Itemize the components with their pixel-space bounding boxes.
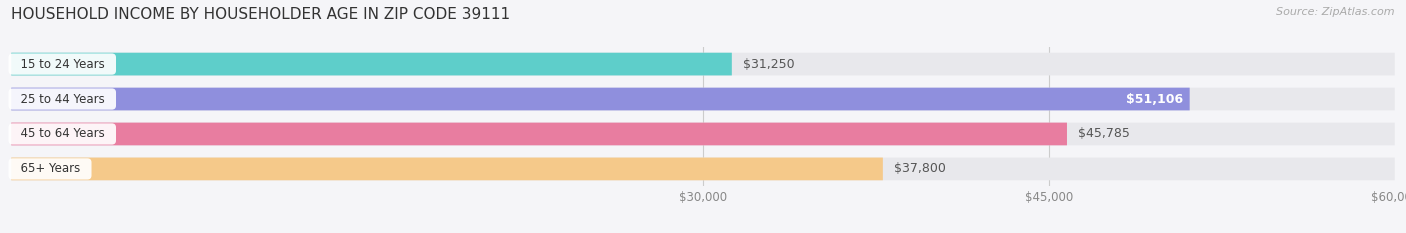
Text: $31,250: $31,250 bbox=[742, 58, 794, 71]
FancyBboxPatch shape bbox=[11, 123, 1067, 145]
Text: $37,800: $37,800 bbox=[894, 162, 946, 175]
FancyBboxPatch shape bbox=[11, 88, 1189, 110]
Text: 45 to 64 Years: 45 to 64 Years bbox=[13, 127, 112, 140]
FancyBboxPatch shape bbox=[11, 88, 1395, 110]
Text: 15 to 24 Years: 15 to 24 Years bbox=[13, 58, 112, 71]
Text: 25 to 44 Years: 25 to 44 Years bbox=[13, 93, 112, 106]
Text: $45,785: $45,785 bbox=[1078, 127, 1130, 140]
Text: 65+ Years: 65+ Years bbox=[13, 162, 87, 175]
FancyBboxPatch shape bbox=[11, 158, 1395, 180]
Text: HOUSEHOLD INCOME BY HOUSEHOLDER AGE IN ZIP CODE 39111: HOUSEHOLD INCOME BY HOUSEHOLDER AGE IN Z… bbox=[11, 7, 510, 22]
Text: $51,106: $51,106 bbox=[1126, 93, 1182, 106]
FancyBboxPatch shape bbox=[11, 123, 1395, 145]
FancyBboxPatch shape bbox=[11, 53, 733, 75]
FancyBboxPatch shape bbox=[11, 158, 883, 180]
Text: Source: ZipAtlas.com: Source: ZipAtlas.com bbox=[1277, 7, 1395, 17]
FancyBboxPatch shape bbox=[11, 53, 1395, 75]
